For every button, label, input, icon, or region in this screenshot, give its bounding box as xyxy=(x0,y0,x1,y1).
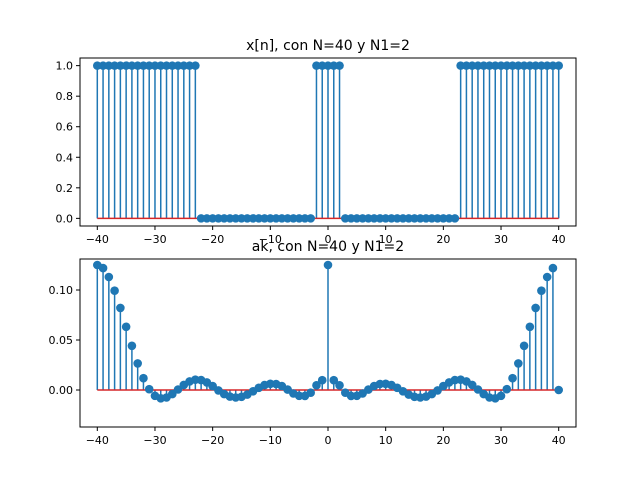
top-stem-marker xyxy=(335,61,344,70)
bottom-xtick-label: 40 xyxy=(552,434,566,447)
top-ytick-label: 0.0 xyxy=(56,212,74,225)
bottom-stem-marker xyxy=(329,375,339,385)
top-xtick-label: 20 xyxy=(436,233,450,246)
bottom-chart-title: ak, con N=40 y N1=2 xyxy=(252,239,404,255)
bottom-stem-marker xyxy=(525,322,535,332)
bottom-stem-marker xyxy=(104,272,114,282)
bottom-markers xyxy=(93,260,563,403)
top-markers xyxy=(93,61,563,223)
bottom-stem-marker xyxy=(167,389,177,399)
top-xtick-label: 40 xyxy=(552,233,566,246)
bottom-xtick-label: −30 xyxy=(143,434,166,447)
bottom-xtick-label: −10 xyxy=(259,434,282,447)
bottom-stem-marker xyxy=(531,303,540,313)
top-xtick-label: 0 xyxy=(325,233,332,246)
bottom-stem-marker xyxy=(508,373,517,383)
top-xtick-label: −30 xyxy=(143,233,166,246)
bottom-stem-marker xyxy=(121,322,131,332)
top-stem-marker xyxy=(450,214,460,223)
bottom-stem-marker xyxy=(116,303,125,313)
bottom-stem-marker xyxy=(144,384,154,394)
top-stem-marker xyxy=(306,214,315,223)
bottom-stem-marker xyxy=(554,385,563,395)
top-stem-marker xyxy=(191,61,200,70)
bottom-stem-marker xyxy=(542,272,552,282)
top-xtick-label: 10 xyxy=(379,233,393,246)
bottom-ytick-label: 0.05 xyxy=(49,334,74,347)
top-xtick-label: −40 xyxy=(86,233,109,246)
top-stem-marker xyxy=(554,61,563,70)
bottom-stem-marker xyxy=(548,263,558,273)
top-ytick-label: 0.2 xyxy=(56,182,74,195)
bottom-stem-marker xyxy=(335,381,344,390)
bottom-stem-marker xyxy=(312,381,321,390)
top-ytick-label: 1.0 xyxy=(56,60,74,73)
top-xtick-label: 30 xyxy=(494,233,508,246)
bottom-xtick-label: 20 xyxy=(436,434,450,447)
bottom-stem-marker xyxy=(98,263,108,273)
bottom-ytick-label: 0.10 xyxy=(49,284,74,297)
bottom-stem-marker xyxy=(133,359,142,368)
bottom-xtick-label: −40 xyxy=(86,434,109,447)
top-ytick-label: 0.8 xyxy=(56,90,74,103)
bottom-stem-marker xyxy=(473,385,483,394)
bottom-xtick-label: 0 xyxy=(325,434,332,447)
top-xtick-label: −20 xyxy=(201,233,224,246)
top-xtick-label: −10 xyxy=(259,233,282,246)
bottom-stem-marker xyxy=(127,341,137,351)
bottom-stem-marker xyxy=(537,286,546,296)
bottom-stem-marker xyxy=(139,373,148,383)
bottom-stem-marker xyxy=(502,384,512,394)
bottom-xtick-label: 10 xyxy=(379,434,393,447)
top-ytick-label: 0.6 xyxy=(56,121,74,134)
bottom-stem-marker xyxy=(110,286,119,296)
top-subplot: −40 −30 −20 −10 0 10 20 30 40 0.0 0.2 0.4 0.6 0.8 1.0 x… xyxy=(56,38,577,246)
bottom-stem-marker xyxy=(467,380,477,390)
bottom-stem-marker xyxy=(317,375,327,385)
bottom-stem-marker xyxy=(323,260,333,270)
bottom-stem-marker xyxy=(514,359,523,368)
bottom-stem-marker xyxy=(173,385,183,394)
bottom-xtick-label: 30 xyxy=(494,434,508,447)
bottom-subplot: −40 −30 −20 −10 0 10 20 30 40 0.00 0.05 0.10 ak, con… xyxy=(49,239,577,447)
top-chart-title: x[n], con N=40 y N1=2 xyxy=(246,38,410,54)
top-stems xyxy=(96,65,560,219)
bottom-stem-marker xyxy=(306,388,315,398)
bottom-xtick-label: −20 xyxy=(201,434,224,447)
bottom-stem-marker xyxy=(496,391,506,401)
top-ytick-label: 0.4 xyxy=(56,151,74,164)
bottom-ytick-label: 0.00 xyxy=(49,384,74,397)
bottom-stem-marker xyxy=(519,341,529,351)
